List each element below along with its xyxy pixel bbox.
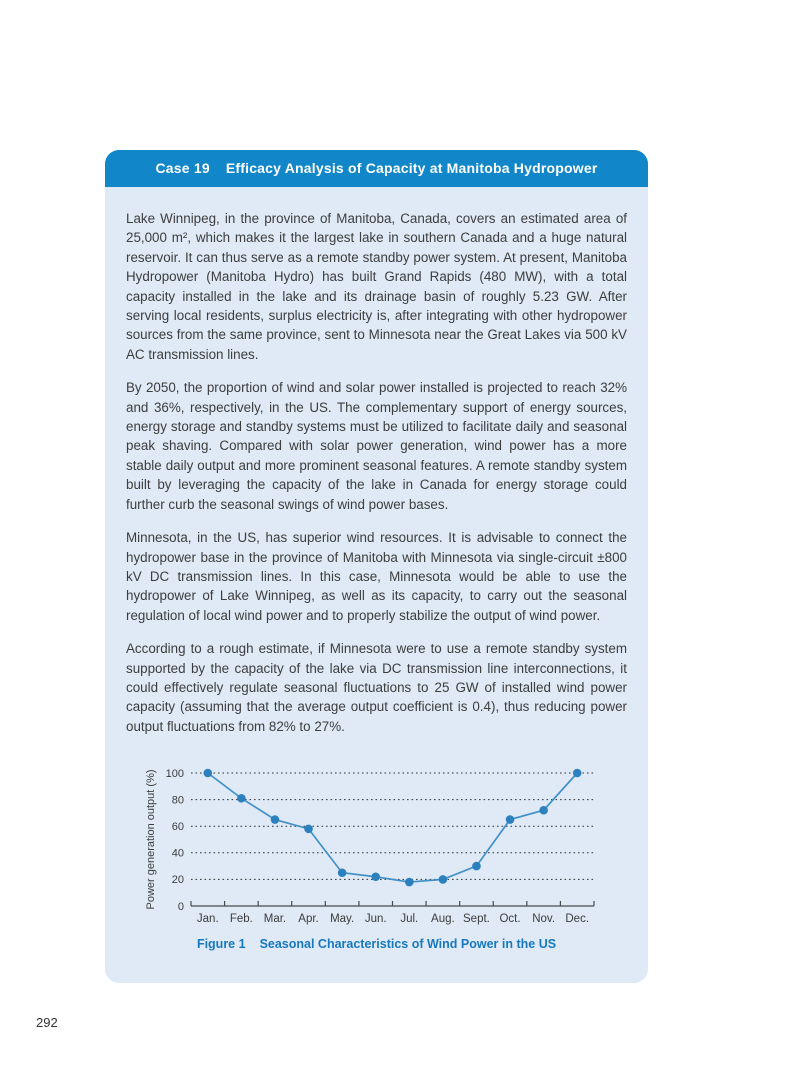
- paragraph-3: Minnesota, in the US, has superior wind …: [126, 530, 627, 623]
- svg-text:80: 80: [171, 795, 183, 807]
- svg-text:Sept.: Sept.: [463, 913, 490, 925]
- paragraph-2: By 2050, the proportion of wind and sola…: [126, 380, 627, 512]
- svg-text:Jun.: Jun.: [364, 913, 386, 925]
- page-number: 292: [36, 1015, 58, 1030]
- svg-text:Jan.: Jan.: [196, 913, 218, 925]
- svg-text:Power generation output (%): Power generation output (%): [145, 770, 157, 910]
- svg-text:Feb.: Feb.: [229, 913, 252, 925]
- svg-text:40: 40: [171, 848, 183, 860]
- figure-caption-label: Figure 1: [196, 937, 246, 952]
- figure-caption: Figure 1 Seasonal Characteristics of Wind…: [126, 937, 627, 951]
- svg-text:Apr.: Apr.: [298, 913, 318, 925]
- case-header-bar: Case 19 Efficacy Analysis of Capacity at …: [105, 150, 648, 187]
- svg-text:60: 60: [171, 821, 183, 833]
- figure-1: 0 20 40 60 80 100 Power generation output (%) J…: [126, 756, 627, 951]
- figure-caption-title: Seasonal Characteristics of Wind Power i…: [259, 937, 557, 952]
- svg-text:100: 100: [165, 768, 183, 780]
- case-body: Lake Winnipeg, in the province of Manito…: [105, 187, 648, 951]
- seasonal-wind-line-chart: 0 20 40 60 80 100 Power generation output (%) J…: [145, 768, 595, 925]
- paragraph-4: According to a rough estimate, if Minnes…: [126, 641, 627, 734]
- case-title: Efficacy Analysis of Capacity at Manitob…: [225, 160, 598, 176]
- paragraph-1: Lake Winnipeg, in the province of Manito…: [126, 211, 627, 362]
- svg-text:Jul.: Jul.: [400, 913, 418, 925]
- svg-text:Dec.: Dec.: [565, 913, 589, 925]
- svg-text:Aug.: Aug.: [431, 913, 455, 925]
- case-number-label: Case 19: [155, 160, 210, 176]
- svg-text:Nov.: Nov.: [532, 913, 555, 925]
- case-panel: Case 19 Efficacy Analysis of Capacity at …: [105, 150, 648, 983]
- svg-text:Mar.: Mar.: [263, 913, 285, 925]
- svg-text:Oct.: Oct.: [499, 913, 520, 925]
- svg-text:0: 0: [177, 901, 183, 913]
- svg-text:May.: May.: [330, 913, 354, 925]
- svg-text:20: 20: [171, 874, 183, 886]
